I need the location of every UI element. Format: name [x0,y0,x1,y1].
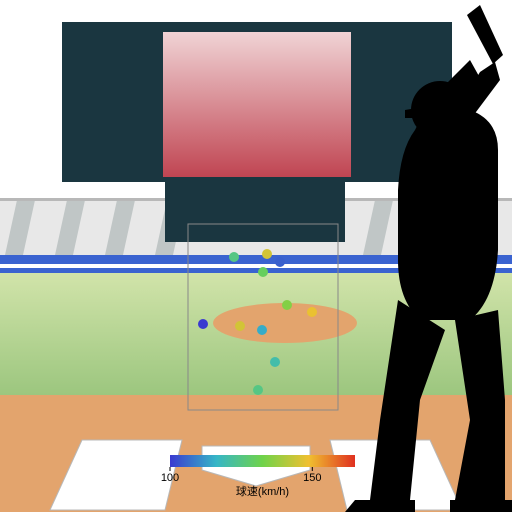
pitch-marker [257,325,267,335]
pitch-marker [270,357,280,367]
pitch-marker [258,267,268,277]
scoreboard-screen [163,32,351,177]
legend-tick: 150 [303,472,321,484]
legend-tick: 100 [161,472,179,484]
pitch-marker [198,319,208,329]
pitch-marker [235,321,245,331]
scoreboard-pillar [165,182,345,242]
pitch-marker [282,300,292,310]
pitch-marker [307,307,317,317]
pitch-marker [229,252,239,262]
legend-colorbar [170,455,355,467]
pitch-location-chart: 100 150 球速(km/h) [0,0,512,512]
pitch-marker [262,249,272,259]
pitch-marker [275,257,285,267]
legend-label: 球速(km/h) [236,484,289,498]
pitch-marker [253,385,263,395]
